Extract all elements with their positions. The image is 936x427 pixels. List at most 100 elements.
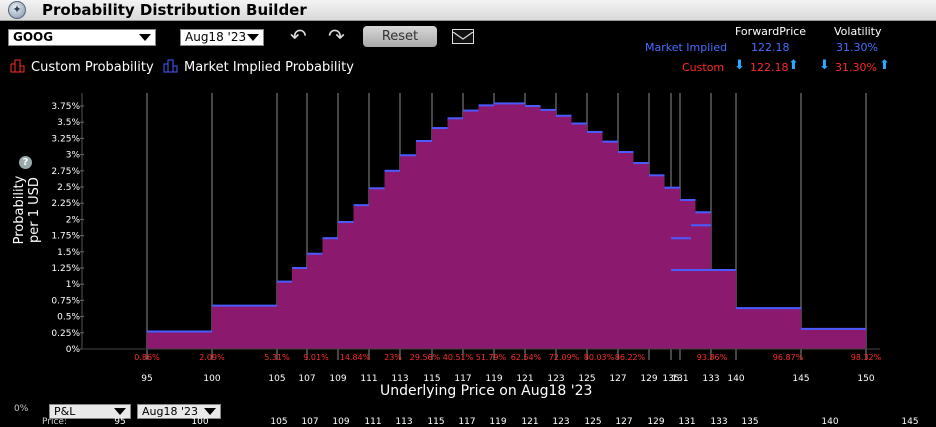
vol-up-arrow-icon[interactable]: ⬆ [879,58,890,73]
x-tick-label: 123 [547,374,564,384]
x-tick-label: 121 [516,374,533,384]
probability-bar[interactable] [509,103,526,350]
forward-up-arrow-icon[interactable]: ⬆ [788,58,799,73]
probability-bar[interactable] [736,308,801,349]
y-tick-label: 1.25% [51,264,80,274]
x-tick-label: 111 [360,374,377,384]
y-tick-label: 3.5% [57,118,80,128]
probability-bar[interactable] [649,175,665,349]
cumulative-label: 62.54% [511,353,542,362]
probability-bar[interactable] [494,103,510,350]
probability-bar[interactable] [353,205,370,349]
probability-bar[interactable] [384,170,401,349]
probability-bar[interactable] [633,163,650,349]
bottom-tick-label: 145 [901,417,918,426]
probability-bar[interactable] [277,281,292,349]
probability-bar[interactable] [307,253,323,349]
probability-bar[interactable] [478,105,495,350]
y-tick-label: 3% [66,151,81,161]
email-icon[interactable] [452,29,474,44]
y-tick-label: 2.5% [57,183,80,193]
custom-vol: 31.30% [835,61,877,74]
custom-bar-icon [10,59,25,73]
bottom-tick-label: 105 [270,417,287,426]
chevron-down-icon [139,34,151,41]
reset-button[interactable]: Reset [363,26,437,47]
cumulative-label: 0.86% [134,353,160,362]
cumulative-label: 51.79% [476,353,507,362]
title-bar: ✦ Probability Distribution Builder [0,0,936,21]
probability-bar[interactable] [369,188,385,349]
price-label: Price: [42,417,67,427]
cumulative-label: 93.86% [697,353,728,362]
forward-down-arrow-icon[interactable]: ⬇ [734,58,745,73]
symbol-dropdown[interactable]: GOOG [8,29,156,46]
x-tick-label: 119 [485,374,502,384]
bottom-tick-label: 131 [678,417,695,426]
x-tick-label: 107 [298,374,315,384]
cumulative-label: 86.22% [615,353,646,362]
y-tick-label: 0.25% [51,329,80,339]
forward-header: ForwardPrice [735,25,807,38]
probability-bar[interactable] [400,155,416,349]
bottom-tick-label: 135 [741,417,758,426]
y-tick-label: 0.75% [51,296,80,306]
x-tick-label: 95 [141,374,152,384]
chevron-down-icon [247,34,259,41]
x-tick-label: 117 [454,374,471,384]
x-axis-label: Underlying Price on Aug18 '23 [380,383,593,399]
probability-bar[interactable] [416,140,432,349]
bottom-expiry-dropdown[interactable]: Aug18 '23 [137,404,221,419]
probability-bar[interactable] [147,331,212,349]
bottom-tick-label: 100 [191,417,208,426]
bottom-tick-label: 119 [489,417,506,426]
expiry-dropdown[interactable]: Aug18 '23 [180,29,264,46]
window-title: Probability Distribution Builder [42,1,307,19]
y-tick-label: 3.25% [51,134,80,144]
market-bar-icon [163,59,178,73]
y-tick-label: 1.75% [51,232,80,242]
x-tick-label: 135 [662,374,679,384]
probability-bar[interactable] [432,128,448,349]
y-tick-label: 0% [66,345,81,355]
probability-bar[interactable] [447,118,464,349]
x-tick-label: 145 [792,374,809,384]
cumulative-label: 40.51% [443,353,474,362]
probability-bar[interactable] [463,110,479,349]
probability-bar[interactable] [212,305,277,349]
probability-bar[interactable] [618,152,634,349]
probability-bar[interactable] [338,221,354,349]
probability-bar[interactable] [322,238,339,349]
bottom-tick-label: 129 [647,417,664,426]
legend-custom[interactable]: Custom Probability [10,59,154,75]
bottom-tick-label: 125 [584,417,601,426]
probability-bar[interactable] [525,106,541,349]
bottom-tick-label: 107 [301,417,318,426]
x-tick-label: 133 [702,374,719,384]
redo-icon[interactable]: ↷ [328,24,345,48]
custom-label: Custom [682,61,725,74]
probability-bar[interactable] [587,131,603,349]
pnl-dropdown[interactable]: P&L [49,404,131,419]
x-tick-label: 131 [671,374,688,384]
y-tick-label: 3.75% [51,102,80,112]
bottom-tick-label: 111 [364,417,381,426]
probability-bar[interactable] [671,269,736,349]
probability-bar[interactable] [801,328,866,349]
bottom-tick-label: 140 [821,417,838,426]
probability-bar[interactable] [292,268,307,349]
vol-down-arrow-icon[interactable]: ⬇ [819,58,830,73]
y-tick-label: 2% [66,215,81,225]
legend-market-label: Market Implied Probability [184,60,354,75]
probability-bar[interactable] [602,141,619,349]
undo-icon[interactable]: ↶ [290,24,307,48]
probability-bar[interactable] [540,109,557,349]
bottom-panel: 0% Price: P&L Aug18 '23 95 100 105 107 109 11… [0,404,936,427]
legend-market[interactable]: Market Implied Probability [163,59,354,75]
probability-bar[interactable] [571,123,588,349]
symbol-value: GOOG [13,30,54,44]
help-icon[interactable]: ? [19,156,32,169]
y-tick-label: 2.25% [51,199,80,209]
probability-bar[interactable] [556,115,572,349]
